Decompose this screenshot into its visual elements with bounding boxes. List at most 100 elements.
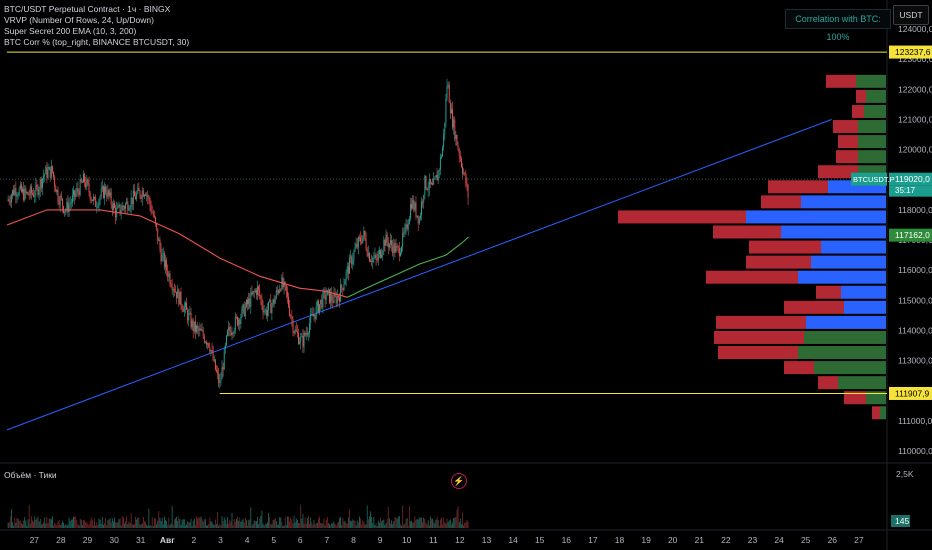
candle-body <box>50 166 52 178</box>
candle-body <box>15 188 17 197</box>
candle-body <box>333 293 335 303</box>
candle-body <box>93 197 94 201</box>
lightning-icon[interactable]: ⚡ <box>451 473 467 489</box>
currency-button[interactable]: USDT <box>893 5 929 25</box>
candle-body <box>223 348 225 370</box>
candle-body <box>390 240 391 244</box>
candle-body <box>182 309 184 312</box>
volume-bar <box>182 519 184 528</box>
candle-body <box>81 181 83 183</box>
volume-bar <box>274 517 276 528</box>
vp-bar-down <box>618 210 746 224</box>
candle-body <box>286 291 288 297</box>
volume-bar <box>441 517 442 528</box>
candle-body <box>48 166 50 170</box>
candle-body <box>180 291 182 306</box>
vp-bar-down <box>761 195 801 209</box>
candle-body <box>45 167 47 175</box>
volume-bar <box>128 521 130 528</box>
candle-body <box>303 332 305 347</box>
volume-bar <box>162 524 164 528</box>
volume-bar <box>466 519 468 528</box>
candle-body <box>402 232 404 247</box>
volume-bar <box>77 524 79 528</box>
volume-bar <box>361 524 363 528</box>
candle-body <box>151 212 153 214</box>
volume-bar <box>243 522 245 528</box>
legend-ema[interactable]: Super Secret 200 EMA (10, 3, 200) <box>4 26 137 36</box>
candle-body <box>29 186 31 196</box>
candle-body <box>421 201 422 216</box>
volume-bar <box>206 525 207 528</box>
volume-bar <box>134 523 135 528</box>
volume-bar <box>188 522 190 528</box>
candle-body <box>110 192 112 205</box>
candle-body <box>342 288 344 291</box>
volume-current-bg <box>891 515 910 527</box>
volume-bar <box>390 523 391 528</box>
candle-body <box>159 239 161 249</box>
volume-bar <box>316 522 318 528</box>
volume-bar <box>121 516 123 528</box>
volume-bar <box>69 520 71 528</box>
candle-body <box>415 202 417 217</box>
vp-bar-green <box>866 391 886 405</box>
volume-bar <box>99 519 101 528</box>
volume-bar <box>73 516 74 528</box>
candle-body <box>357 237 359 248</box>
candle-body <box>397 246 399 248</box>
volume-bar <box>351 521 353 528</box>
volume-bar <box>448 520 450 528</box>
volume-bar <box>263 525 265 528</box>
volume-bar <box>308 516 309 528</box>
volume-bar <box>40 524 42 528</box>
volume-bar <box>217 511 218 528</box>
candle-body <box>326 289 328 296</box>
volume-bar <box>116 522 118 528</box>
candle-body <box>285 285 287 292</box>
candle-body <box>38 189 40 195</box>
volume-bar <box>124 523 125 528</box>
candle-body <box>444 122 446 135</box>
correlation-badge: Correlation with BTC: 100% <box>785 9 891 42</box>
candle-body <box>453 119 455 128</box>
candle-body <box>177 289 179 299</box>
candle-body <box>432 183 434 185</box>
legend-symbol[interactable]: BTC/USDT Perpetual Contract · 1ч · BINGX <box>4 4 171 14</box>
candle-body <box>128 209 130 211</box>
candle-body <box>86 179 88 188</box>
volume-bar <box>370 511 371 528</box>
candle-body <box>396 245 398 247</box>
volume-bar <box>310 517 312 528</box>
volume-bar <box>319 516 320 528</box>
candle-body <box>248 298 250 305</box>
candle-body <box>273 299 275 304</box>
candle-body <box>139 190 141 197</box>
candle-body <box>61 198 63 207</box>
legend-vrvp[interactable]: VRVP (Number Of Rows, 24, Up/Down) <box>4 15 154 25</box>
vp-bar-green <box>798 346 886 360</box>
candle-body <box>171 286 173 291</box>
volume-bar <box>94 518 95 528</box>
candle-body <box>271 305 273 314</box>
candle-body <box>460 158 462 167</box>
candle-body <box>467 184 469 198</box>
candle-body <box>39 179 41 190</box>
volume-bar <box>443 517 445 528</box>
volume-bar <box>250 507 252 528</box>
candle-body <box>373 257 375 259</box>
time-tick-label: 7 <box>325 535 330 545</box>
candle-body <box>222 367 224 370</box>
volume-bar <box>360 518 361 528</box>
volume-pane-label[interactable]: Объём · Тики <box>4 470 57 480</box>
legend-btc-corr[interactable]: BTC Corr % (top_right, BINANCE BTCUSDT, … <box>4 37 190 47</box>
volume-bar <box>372 523 374 528</box>
candle-body <box>75 193 77 197</box>
volume-bar <box>203 519 205 528</box>
volume-bar <box>221 516 223 528</box>
volume-bar <box>281 521 283 528</box>
candle-body <box>109 192 111 196</box>
volume-bar <box>322 523 324 528</box>
volume-bar <box>315 523 317 528</box>
